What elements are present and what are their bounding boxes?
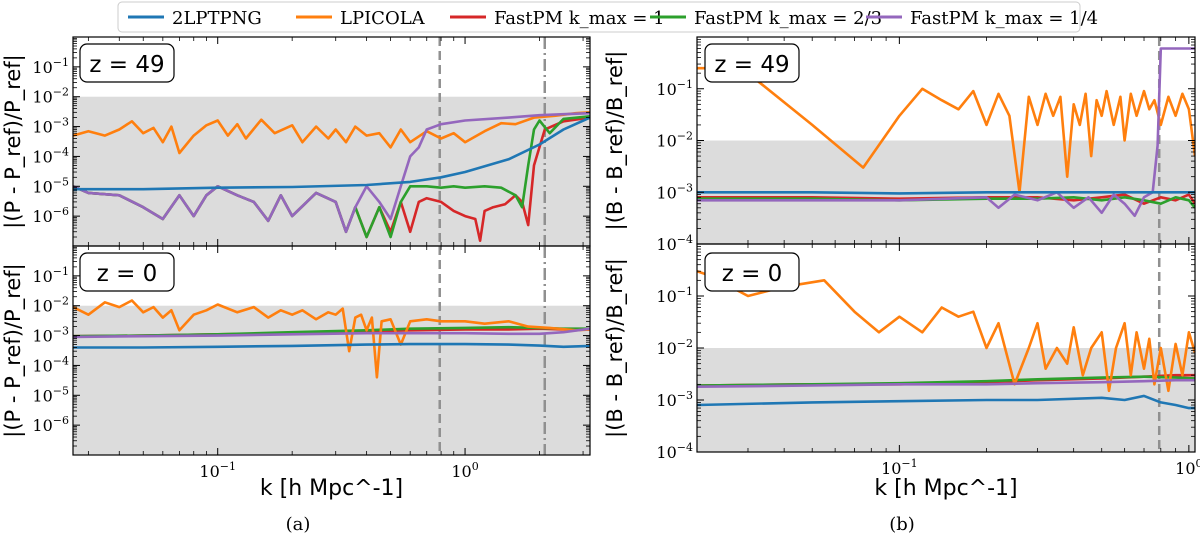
panel-b-top-z49: 10−4 10−3 10−2 10−1 |(B - B_ref)/B_ref| z = 4…: [603, 36, 1196, 254]
redshift-box: [79, 252, 175, 292]
y-tick-label: 10−6: [32, 205, 69, 226]
series-lpicola: [73, 299, 590, 379]
axes-frame: [72, 245, 591, 456]
series-lpicola: [697, 66, 1195, 194]
y-tick-label: 10−1: [32, 265, 69, 286]
redshift-box: [704, 43, 800, 83]
series-fastpm-k-max-1: [697, 193, 1195, 205]
redshift-label: z = 0: [722, 261, 783, 287]
series-2lptpng: [73, 116, 590, 191]
tolerance-band: [73, 96, 590, 246]
y-tick-label: 10−3: [32, 116, 69, 137]
y-tick-label: 10−2: [32, 295, 69, 316]
redshift-label: z = 0: [97, 261, 158, 287]
series-lines: [697, 47, 1195, 218]
series-2lptpng: [697, 191, 1195, 195]
y-tick-label: 10−1: [656, 78, 693, 99]
y-tick-label: 10−2: [656, 337, 693, 358]
series-fastpm-k-max-1-4: [73, 111, 590, 234]
y-tick-label: 10−4: [32, 354, 69, 375]
x-axis-label: k [h Mpc^-1]: [874, 476, 1017, 501]
x-tick-label: 100: [1175, 457, 1200, 478]
y-tick-label: 10−2: [32, 86, 69, 107]
y-tick-label: 10−1: [656, 285, 693, 306]
y-tick-label: 10−1: [32, 56, 69, 77]
x-tick-label: 100: [451, 460, 478, 481]
y-tick-label: 10−2: [656, 130, 693, 151]
legend-frame: [117, 1, 1081, 33]
y-tick-label: 10−5: [32, 175, 69, 196]
x-axis-label: k [h Mpc^-1]: [260, 476, 403, 501]
subfigure-label-a: (a): [286, 514, 311, 535]
series-lines: [73, 299, 590, 379]
redshift-box: [704, 252, 800, 292]
legend-label-fastpm-kmax-1-4: FastPM k_max = 1/4: [910, 8, 1098, 29]
series-fastpm-k-max-1-4: [73, 327, 590, 339]
y-tick-label: 10−3: [32, 325, 69, 346]
y-tick-label: 10−4: [656, 441, 693, 462]
y-axis-label: |(B - B_ref)/B_ref|: [603, 51, 628, 231]
legend: 2LPTPNG LPICOLA FastPM k_max = 1 FastPM …: [117, 1, 1098, 33]
y-tick-label: 10−5: [32, 384, 69, 405]
series-fastpm-k-max-1-4: [697, 378, 1195, 388]
series-fastpm-k-max-1-4: [697, 47, 1195, 218]
y-tick-label: 10−4: [32, 145, 69, 166]
y-tick-label: 10−4: [656, 233, 693, 254]
redshift-label: z = 49: [89, 52, 164, 78]
series-lines: [697, 269, 1195, 410]
legend-label-lpicola: LPICOLA: [340, 8, 426, 29]
panel-a-top-z49: 10−6 10−5 10−4 10−3 10−2 10−1 |(P - P_ref)/P_r…: [1, 36, 591, 247]
y-axis-label: |(B - B_ref)/B_ref|: [603, 258, 628, 438]
subfigure-label-b: (b): [889, 514, 915, 535]
x-tick-label: 10−1: [881, 457, 918, 478]
legend-label-2lptpng: 2LPTPNG: [172, 8, 262, 29]
series-lpicola: [697, 269, 1195, 393]
series-lpicola: [73, 111, 590, 155]
y-tick-label: 10−3: [656, 389, 693, 410]
panel-a-bottom-z0: 10−6 10−5 10−4 10−3 10−2 10−1 10−1 100 |(P - P_r…: [1, 245, 591, 501]
x-tick-label: 10−1: [199, 460, 236, 481]
panel-b-bottom-z0: 10−4 10−3 10−2 10−1 10−1 100 |(B - B_ref)/B_re…: [603, 243, 1200, 501]
series-lines: [73, 111, 590, 242]
redshift-label: z = 49: [714, 52, 789, 78]
legend-label-fastpm-kmax-1: FastPM k_max = 1: [494, 8, 665, 29]
y-tick-label: 10−6: [32, 414, 69, 435]
series-2lptpng: [73, 342, 590, 349]
y-axis-label: |(P - P_ref)/P_ref|: [1, 54, 26, 229]
y-axis-label: |(P - P_ref)/P_ref|: [1, 263, 26, 438]
series-2lptpng: [697, 394, 1195, 410]
redshift-box: [79, 43, 175, 83]
y-tick-label: 10−3: [656, 181, 693, 202]
legend-label-fastpm-kmax-2-3: FastPM k_max = 2/3: [694, 8, 882, 29]
